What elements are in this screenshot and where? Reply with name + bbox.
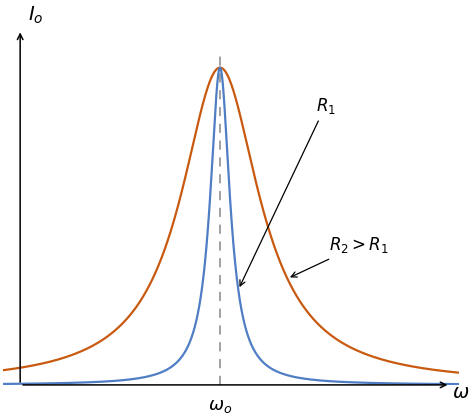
Text: $R_2 > R_1$: $R_2 > R_1$: [291, 235, 388, 277]
Text: $I_o$: $I_o$: [28, 5, 44, 26]
Text: $\omega_o$: $\omega_o$: [208, 397, 232, 415]
Text: $R_1$: $R_1$: [240, 96, 336, 286]
Text: $\omega$: $\omega$: [453, 384, 470, 402]
